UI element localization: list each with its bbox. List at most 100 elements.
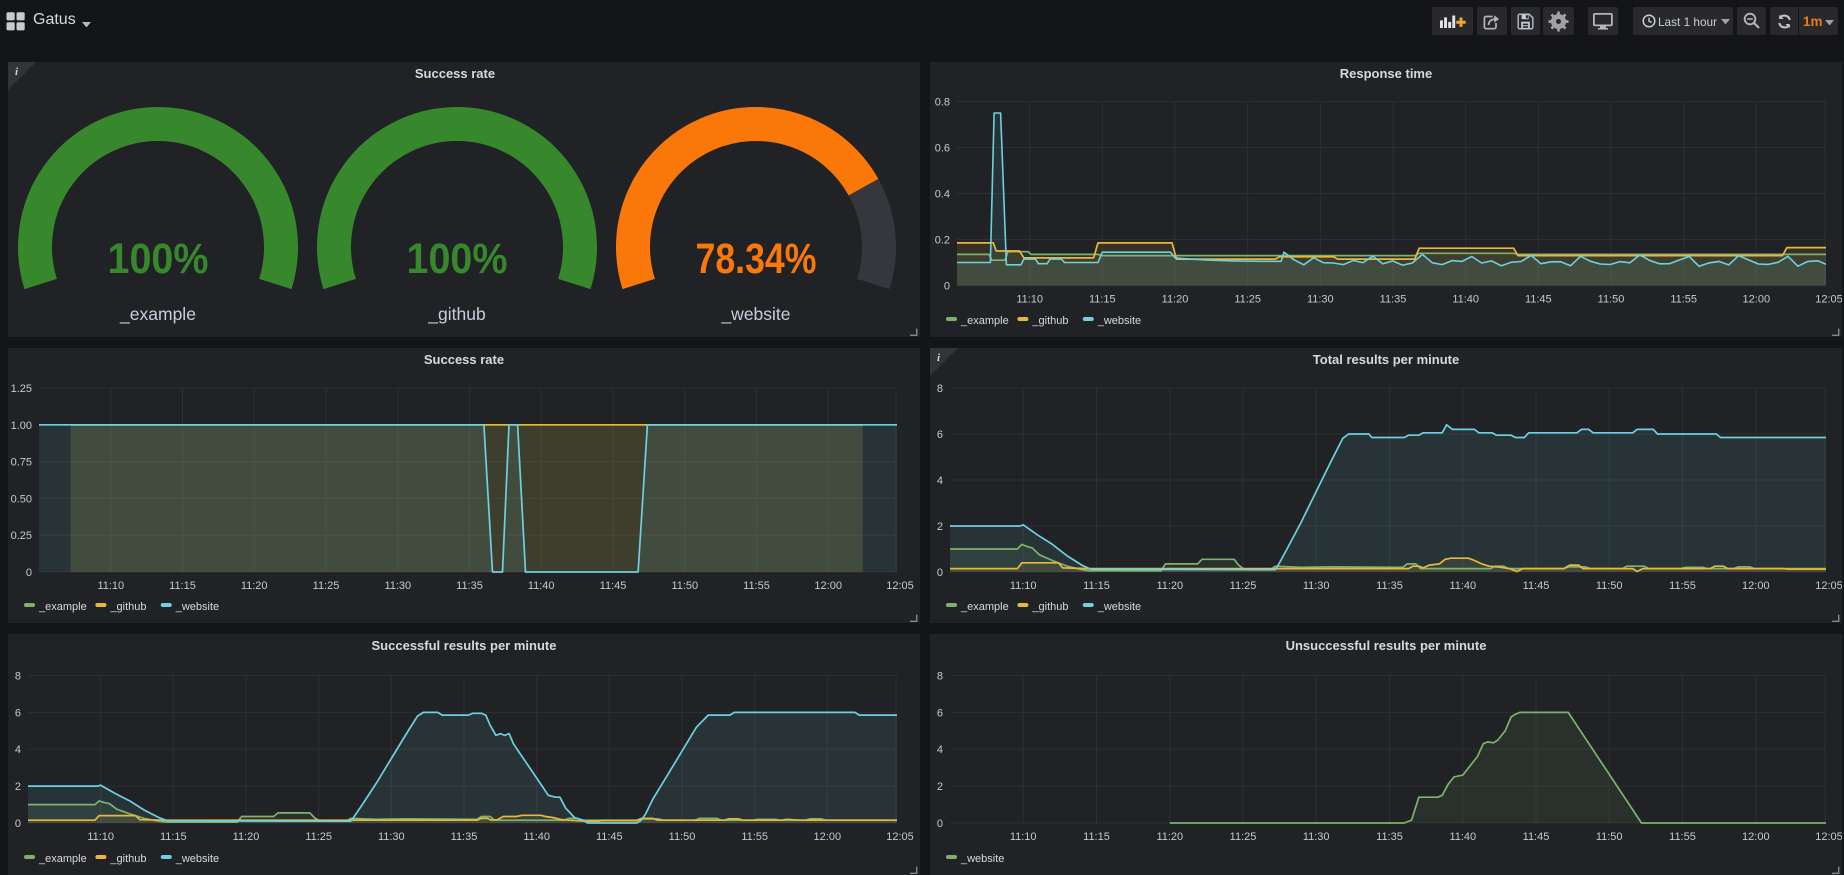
svg-text:_website: _website (175, 853, 219, 865)
svg-text:4: 4 (15, 744, 21, 756)
svg-text:0.4: 0.4 (935, 189, 950, 201)
svg-text:_github: _github (427, 304, 485, 325)
svg-text:0.75: 0.75 (11, 457, 32, 469)
svg-text:_github: _github (1031, 601, 1068, 613)
svg-text:11:35: 11:35 (1376, 580, 1403, 592)
svg-text:8: 8 (937, 671, 943, 683)
svg-text:0: 0 (944, 281, 950, 293)
svg-text:11:15: 11:15 (1083, 580, 1110, 592)
svg-text:11:10: 11:10 (1010, 831, 1037, 843)
svg-text:11:50: 11:50 (671, 580, 698, 592)
svg-text:_website: _website (1097, 601, 1141, 613)
svg-text:11:20: 11:20 (241, 580, 268, 592)
svg-text:_github: _github (109, 853, 146, 865)
svg-text:_website: _website (720, 304, 790, 325)
svg-text:11:50: 11:50 (669, 831, 696, 843)
svg-text:11:55: 11:55 (1669, 831, 1696, 843)
svg-text:12:00: 12:00 (814, 831, 842, 843)
svg-text:8: 8 (937, 383, 943, 395)
svg-text:11:20: 11:20 (1156, 580, 1183, 592)
svg-text:11:10: 11:10 (87, 831, 114, 843)
svg-text:11:35: 11:35 (456, 580, 483, 592)
svg-text:11:45: 11:45 (600, 580, 627, 592)
svg-text:11:35: 11:35 (451, 831, 478, 843)
svg-text:11:20: 11:20 (233, 831, 260, 843)
svg-text:12:00: 12:00 (814, 580, 842, 592)
svg-text:0: 0 (15, 818, 21, 830)
svg-text:12:00: 12:00 (1742, 831, 1770, 843)
svg-text:11:40: 11:40 (523, 831, 550, 843)
svg-text:1.25: 1.25 (11, 383, 32, 395)
svg-text:11:30: 11:30 (384, 580, 411, 592)
svg-text:_example: _example (119, 304, 196, 325)
svg-text:0: 0 (26, 567, 32, 579)
svg-text:_example: _example (960, 601, 1009, 613)
svg-text:12:05: 12:05 (1815, 580, 1842, 592)
svg-text:_website: _website (175, 601, 219, 613)
svg-text:11:55: 11:55 (1670, 294, 1697, 306)
svg-text:11:10: 11:10 (97, 580, 124, 592)
svg-text:0.25: 0.25 (11, 530, 32, 542)
svg-text:11:40: 11:40 (528, 580, 555, 592)
svg-text:11:50: 11:50 (1598, 294, 1625, 306)
svg-text:11:20: 11:20 (1162, 294, 1189, 306)
svg-text:_website: _website (960, 853, 1004, 865)
svg-text:11:30: 11:30 (1303, 580, 1330, 592)
svg-text:12:05: 12:05 (1815, 294, 1842, 306)
svg-text:11:50: 11:50 (1596, 831, 1623, 843)
svg-text:6: 6 (15, 707, 21, 719)
svg-text:11:55: 11:55 (741, 831, 768, 843)
svg-text:2: 2 (937, 521, 943, 533)
svg-text:12:05: 12:05 (886, 580, 914, 592)
svg-text:11:15: 11:15 (1089, 294, 1116, 306)
svg-text:11:15: 11:15 (169, 580, 196, 592)
svg-text:0: 0 (937, 567, 943, 579)
svg-text:11:30: 11:30 (1307, 294, 1334, 306)
svg-text:11:35: 11:35 (1376, 831, 1403, 843)
svg-text:11:25: 11:25 (1230, 580, 1257, 592)
svg-text:_example: _example (38, 601, 87, 613)
svg-text:0: 0 (937, 818, 943, 830)
svg-text:11:25: 11:25 (1230, 831, 1257, 843)
svg-text:0.50: 0.50 (11, 493, 32, 505)
svg-text:1.00: 1.00 (11, 420, 32, 432)
svg-text:0.2: 0.2 (935, 235, 950, 247)
svg-text:11:30: 11:30 (378, 831, 405, 843)
svg-text:0.6: 0.6 (935, 143, 950, 155)
svg-text:2: 2 (15, 781, 21, 793)
svg-text:11:45: 11:45 (1523, 580, 1550, 592)
svg-text:11:15: 11:15 (1083, 831, 1110, 843)
svg-text:12:00: 12:00 (1742, 580, 1770, 592)
svg-text:_example: _example (960, 315, 1009, 327)
svg-text:4: 4 (937, 744, 943, 756)
svg-text:i: i (937, 352, 941, 364)
svg-text:12:00: 12:00 (1743, 294, 1771, 306)
svg-text:i: i (15, 66, 19, 78)
svg-text:11:40: 11:40 (1452, 294, 1479, 306)
svg-text:11:50: 11:50 (1596, 580, 1623, 592)
svg-text:4: 4 (937, 475, 943, 487)
svg-text:100%: 100% (108, 236, 209, 283)
svg-text:11:40: 11:40 (1449, 831, 1476, 843)
svg-text:_github: _github (109, 601, 146, 613)
svg-text:8: 8 (15, 671, 21, 683)
svg-text:11:40: 11:40 (1449, 580, 1476, 592)
svg-text:6: 6 (937, 707, 943, 719)
svg-text:100%: 100% (407, 236, 508, 283)
svg-text:12:05: 12:05 (886, 831, 914, 843)
svg-text:6: 6 (937, 429, 943, 441)
svg-text:11:20: 11:20 (1156, 831, 1183, 843)
svg-text:78.34%: 78.34% (696, 236, 817, 283)
svg-text:11:45: 11:45 (596, 831, 623, 843)
svg-text:11:25: 11:25 (1234, 294, 1261, 306)
svg-text:11:10: 11:10 (1016, 294, 1043, 306)
svg-text:2: 2 (937, 781, 943, 793)
svg-text:11:45: 11:45 (1525, 294, 1552, 306)
svg-text:0.8: 0.8 (935, 97, 950, 109)
svg-text:11:15: 11:15 (160, 831, 187, 843)
svg-text:11:25: 11:25 (305, 831, 332, 843)
svg-text:_website: _website (1097, 315, 1141, 327)
svg-text:_example: _example (38, 853, 87, 865)
svg-text:11:10: 11:10 (1010, 580, 1037, 592)
svg-text:11:55: 11:55 (743, 580, 770, 592)
